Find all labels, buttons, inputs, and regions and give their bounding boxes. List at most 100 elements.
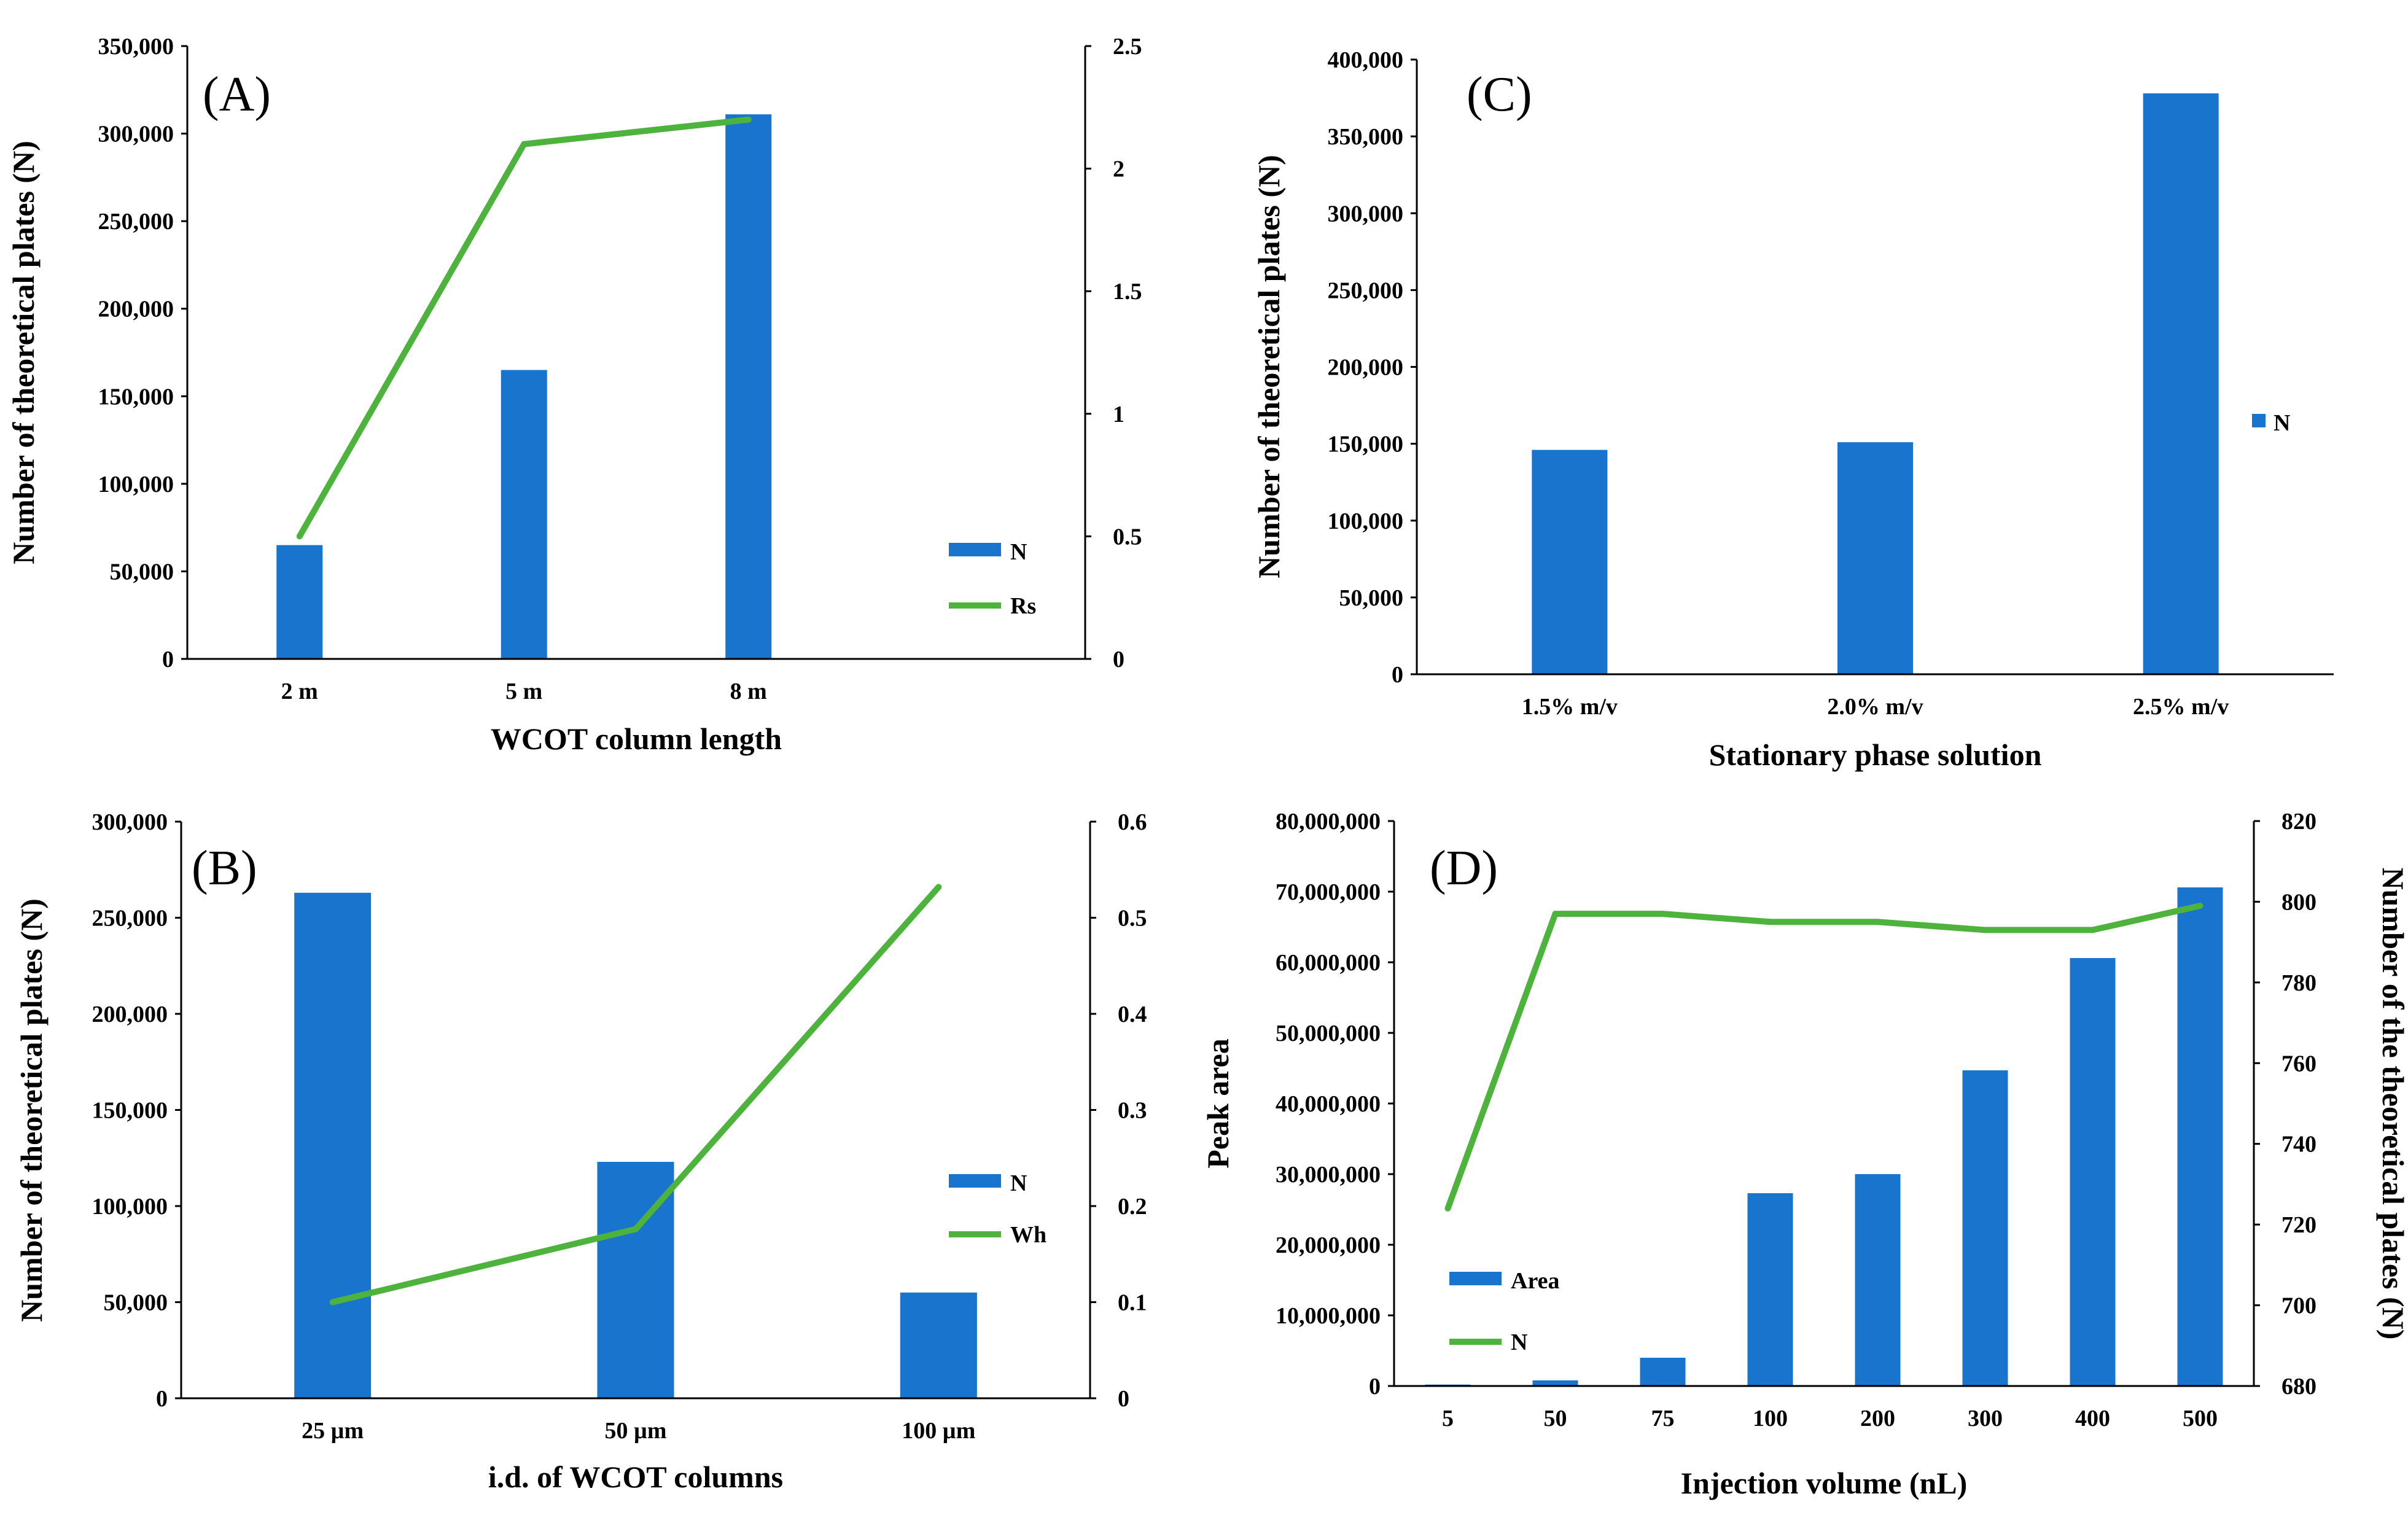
line-point-n-7 <box>2197 903 2203 909</box>
bar-d-4 <box>1855 1174 1901 1386</box>
panel-a: 0 50,000 100,000 150,000 200,000 250,000 300,0… <box>6 34 1142 756</box>
x-tick-label: 2.5% m/v <box>2133 694 2229 720</box>
legend-label-area: Area <box>1511 1268 1560 1294</box>
y-tick-label: 200,000 <box>98 297 174 322</box>
x-axis-title: Stationary phase solution <box>1709 738 2042 772</box>
bar-d-6 <box>2070 958 2116 1386</box>
bar-a-1 <box>501 370 547 659</box>
line-point-n-4 <box>1874 919 1881 925</box>
y-tick-label: 50,000,000 <box>1276 1021 1381 1046</box>
line-point-n-1 <box>1552 911 1559 917</box>
y-tick-label: 100,000 <box>1328 508 1404 534</box>
panel-letter: (C) <box>1467 68 1532 122</box>
y-right-tick-label: 0.2 <box>1118 1194 1147 1220</box>
bar-d-2 <box>1640 1358 1686 1386</box>
legend-label-n: N <box>2274 410 2290 436</box>
bar-b-2 <box>900 1292 977 1398</box>
y-right-tick-label: 0.3 <box>1118 1098 1147 1124</box>
line-point-n-0 <box>1444 1205 1451 1212</box>
y-right-tick-label: 0.5 <box>1118 906 1147 932</box>
y-right-tick-label: 700 <box>2281 1293 2316 1319</box>
y-axis-title: Number of theoretical plates (N) <box>14 898 49 1322</box>
y-tick-label: 20,000,000 <box>1276 1232 1381 1258</box>
panel-b: 0 50,000 100,000 150,000 200,000 250,000 300,0… <box>14 809 1147 1494</box>
bar-d-7 <box>2177 887 2223 1386</box>
y-tick-label: 100,000 <box>92 1194 168 1220</box>
y-tick-label: 300,000 <box>98 122 174 147</box>
y-tick-label: 250,000 <box>1328 278 1404 303</box>
y-tick-label: 0 <box>1369 1374 1381 1399</box>
x-axis-title: Injection volume (nL) <box>1681 1466 1968 1500</box>
line-point-wh-0 <box>329 1299 336 1306</box>
x-axis-title: i.d. of WCOT columns <box>488 1460 783 1494</box>
legend: N <box>2252 410 2290 436</box>
y-right-tick-label: 0.5 <box>1113 524 1142 550</box>
y-tick-label: 80,000,000 <box>1276 809 1381 835</box>
panel-c: 0 50,000 100,000 150,000 200,000 250,000 300,0… <box>1252 47 2334 772</box>
x-tick-label: 1.5% m/v <box>1522 694 1618 720</box>
y-axis-title: Number of theoretical plates (N) <box>6 141 41 564</box>
y-right-tick-label: 720 <box>2281 1212 2316 1238</box>
y-right-tick-label: 0.1 <box>1118 1290 1147 1316</box>
legend-label-n: N <box>1010 539 1027 565</box>
x-tick-label: 300 <box>1968 1406 2003 1431</box>
x-tick-label: 400 <box>2075 1406 2110 1431</box>
y-right-tick-label: 800 <box>2281 889 2316 915</box>
y-right-tick-label: 780 <box>2281 970 2316 996</box>
legend-label-wh: Wh <box>1010 1222 1046 1248</box>
bar-c-1 <box>1837 442 1913 674</box>
bar-b-0 <box>294 892 372 1398</box>
line-point-wh-2 <box>935 884 942 890</box>
y-axis-title-right: Number of the theoretical plates (N) <box>2376 868 2408 1340</box>
line-point-rs-0 <box>296 533 303 540</box>
y-right-tick-label: 0.6 <box>1118 809 1147 835</box>
legend-label-n: N <box>1010 1170 1027 1196</box>
legend: N Rs <box>949 539 1036 619</box>
y-tick-label: 100,000 <box>98 472 174 497</box>
x-tick-label: 50 <box>1544 1406 1567 1431</box>
y-tick-label: 10,000,000 <box>1276 1303 1381 1329</box>
y-right-tick-label: 2.5 <box>1113 34 1142 60</box>
bar-a-0 <box>276 545 323 659</box>
x-tick-label: 100 µm <box>902 1418 975 1444</box>
line-point-n-6 <box>2089 927 2096 933</box>
legend-swatch-n <box>949 1174 1001 1188</box>
y-tick-label: 0 <box>162 647 174 672</box>
y-right-tick-label: 0 <box>1113 647 1124 672</box>
line-point-n-3 <box>1767 919 1774 925</box>
y-tick-label: 300,000 <box>92 809 168 835</box>
line-point-rs-1 <box>521 141 528 147</box>
legend: N Wh <box>949 1170 1046 1248</box>
legend-label-n: N <box>1511 1329 1527 1355</box>
y-tick-label: 50,000 <box>104 1290 168 1316</box>
y-tick-label: 350,000 <box>98 34 174 60</box>
y-right-tick-label: 2 <box>1113 157 1124 182</box>
legend: Area N <box>1449 1268 1560 1355</box>
y-tick-label: 250,000 <box>98 209 174 235</box>
x-tick-label: 5 <box>1442 1406 1454 1431</box>
bar-a-2 <box>725 114 772 660</box>
line-point-rs-2 <box>745 116 752 123</box>
y-tick-label: 0 <box>1392 662 1403 688</box>
legend-swatch-n <box>949 543 1001 556</box>
y-tick-label: 40,000,000 <box>1276 1091 1381 1117</box>
legend-label-rs: Rs <box>1010 593 1036 619</box>
y-right-tick-label: 0 <box>1118 1386 1129 1412</box>
y-tick-label: 350,000 <box>1328 124 1404 150</box>
y-tick-label: 0 <box>156 1386 168 1412</box>
y-tick-label: 30,000,000 <box>1276 1162 1381 1188</box>
y-tick-label: 200,000 <box>1328 355 1404 381</box>
y-axis-title: Peak area <box>1201 1038 1235 1169</box>
x-tick-label: 2 m <box>281 679 318 704</box>
y-right-tick-label: 680 <box>2281 1374 2316 1399</box>
legend-swatch-area <box>1449 1272 1502 1285</box>
y-right-tick-label: 820 <box>2281 809 2316 835</box>
line-point-n-5 <box>1982 927 1989 933</box>
x-tick-label: 100 <box>1753 1406 1788 1431</box>
panel-d: 0 10,000,000 20,000,000 30,000,000 40,000,00… <box>1201 809 2408 1500</box>
y-right-tick-label: 0.4 <box>1118 1002 1147 1027</box>
legend-swatch-n <box>2252 414 2266 427</box>
y-right-tick-label: 740 <box>2281 1132 2316 1158</box>
x-tick-label: 50 µm <box>604 1418 666 1444</box>
y-tick-label: 200,000 <box>92 1002 168 1027</box>
